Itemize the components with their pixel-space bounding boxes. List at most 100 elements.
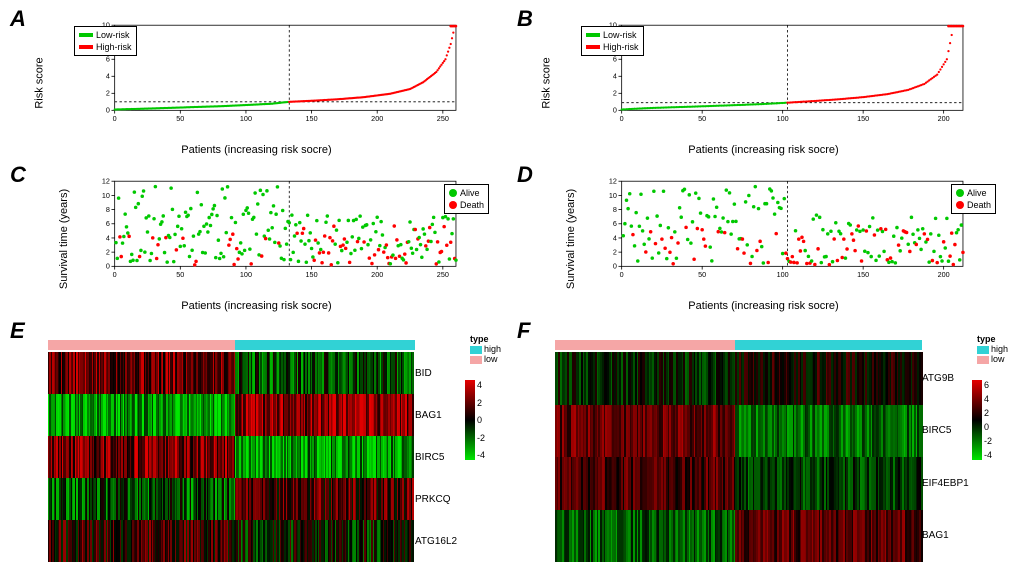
svg-text:6: 6 — [106, 219, 110, 228]
legend-death-label: Death — [967, 199, 991, 211]
legend: Low-riskHigh-risk — [74, 26, 137, 56]
svg-text:150: 150 — [857, 114, 869, 123]
colorbar: 6420-2-4 — [972, 380, 1008, 460]
heatmap-cell — [412, 478, 413, 520]
panel-letter: D — [517, 162, 533, 188]
svg-text:4: 4 — [106, 72, 110, 81]
svg-text:50: 50 — [176, 114, 184, 123]
heatmap-rows — [555, 352, 922, 562]
legend-high-label: High-risk — [603, 41, 639, 53]
heatmap-row — [555, 510, 922, 563]
svg-text:2: 2 — [613, 248, 617, 257]
colorbar-tick: 4 — [477, 380, 485, 390]
panel-letter: A — [10, 6, 26, 32]
heatmap-row — [555, 405, 922, 458]
gene-label: BID — [415, 368, 465, 379]
colorbar: 4 2 0 -2 -4 — [465, 380, 501, 460]
legend-alive-label: Alive — [460, 187, 480, 199]
heatmap-row — [48, 352, 415, 394]
type-legend-title: type — [470, 334, 501, 344]
legend-low-label: Low-risk — [603, 29, 637, 41]
svg-text:0: 0 — [106, 106, 110, 115]
gene-label: ATG16L2 — [415, 536, 465, 547]
legend-row-alive: Alive — [956, 187, 991, 199]
legend-death-label: Death — [460, 199, 484, 211]
y-axis-label: Survival time (years) — [565, 189, 577, 289]
heatmap-row — [48, 478, 415, 520]
svg-text:250: 250 — [437, 270, 449, 279]
legend-row-low: Low-risk — [586, 29, 639, 41]
colorbar-tick: 2 — [477, 398, 485, 408]
gene-label: BIRC5 — [415, 452, 465, 463]
legend: AliveDeath — [444, 184, 489, 214]
colorbar-gradient — [465, 380, 475, 460]
svg-text:50: 50 — [698, 114, 706, 123]
svg-text:2: 2 — [613, 89, 617, 98]
colorbar-tick: -2 — [984, 436, 992, 446]
colorbar-tick: -2 — [477, 433, 485, 443]
colorbar-tick: -4 — [477, 450, 485, 460]
panel-e: EBIDBAG1BIRC5PRKCQATG16L2typehighlow420-… — [8, 320, 505, 570]
heatmap-row — [555, 352, 922, 405]
panel-d: D050100150200024681012AliveDeathSurvival… — [515, 164, 1012, 314]
panel-f: FATG9BBIRC5EIF4EBP1BAG1typehighlow6420-2… — [515, 320, 1012, 570]
svg-text:200: 200 — [371, 270, 383, 279]
colorbar-gradient — [972, 380, 982, 460]
svg-text:2: 2 — [106, 89, 110, 98]
legend-alive-label: Alive — [967, 187, 987, 199]
svg-text:100: 100 — [777, 114, 789, 123]
colorbar-tick: -4 — [984, 450, 992, 460]
svg-text:0: 0 — [620, 270, 624, 279]
heatmap-row — [48, 436, 415, 478]
gene-label: PRKCQ — [415, 494, 465, 505]
heatmap-cell — [412, 352, 413, 394]
panel-letter: C — [10, 162, 26, 188]
panel-letter: B — [517, 6, 533, 32]
heatmap-rows — [48, 352, 415, 562]
svg-text:12: 12 — [609, 177, 617, 186]
colorbar-ticks: 4 2 0 -2 -4 — [477, 380, 485, 460]
svg-text:4: 4 — [106, 233, 110, 242]
svg-text:50: 50 — [176, 270, 184, 279]
y-axis-label: Survival time (years) — [58, 189, 70, 289]
gene-labels: BIDBAG1BIRC5PRKCQATG16L2 — [415, 352, 465, 562]
heatmap-cell — [412, 394, 413, 436]
heatmap-cell — [412, 520, 413, 562]
legend-row-low: Low-risk — [79, 29, 132, 41]
svg-text:0: 0 — [613, 106, 617, 115]
svg-text:6: 6 — [613, 55, 617, 64]
legend-row-death: Death — [449, 199, 484, 211]
type-bar-high — [735, 340, 922, 350]
svg-text:8: 8 — [106, 205, 110, 214]
panel-b: B0501001502000246810Low-riskHigh-riskRis… — [515, 8, 1012, 158]
svg-text:0: 0 — [106, 262, 110, 271]
svg-text:200: 200 — [938, 114, 950, 123]
heatmap-cell — [412, 436, 413, 478]
svg-text:6: 6 — [106, 55, 110, 64]
legend-row-high: High-risk — [79, 41, 132, 53]
type-legend-low: low — [977, 354, 1008, 364]
colorbar-tick: 6 — [984, 380, 992, 390]
type-legend-title: type — [977, 334, 1008, 344]
legend-high-label: High-risk — [96, 41, 132, 53]
svg-text:50: 50 — [698, 270, 706, 279]
svg-text:2: 2 — [106, 248, 110, 257]
legend: AliveDeath — [951, 184, 996, 214]
svg-text:6: 6 — [613, 219, 617, 228]
type-legend-low: low — [470, 354, 501, 364]
y-axis-label: Risk score — [541, 57, 553, 108]
type-bar-high — [235, 340, 415, 350]
legend-row-high: High-risk — [586, 41, 639, 53]
legend: Low-riskHigh-risk — [581, 26, 644, 56]
gene-label: ATG9B — [922, 373, 972, 384]
figure-grid: A0501001502002500246810Low-riskHigh-risk… — [8, 8, 1012, 570]
svg-text:12: 12 — [102, 177, 110, 186]
colorbar-tick: 0 — [984, 422, 992, 432]
type-bar — [48, 340, 415, 350]
x-axis-label: Patients (increasing risk socre) — [181, 300, 331, 312]
x-axis-label: Patients (increasing risk socre) — [688, 144, 838, 156]
svg-text:150: 150 — [306, 270, 318, 279]
heatmap-area — [48, 340, 415, 562]
colorbar-tick: 0 — [477, 415, 485, 425]
y-axis-label: Risk score — [34, 57, 46, 108]
